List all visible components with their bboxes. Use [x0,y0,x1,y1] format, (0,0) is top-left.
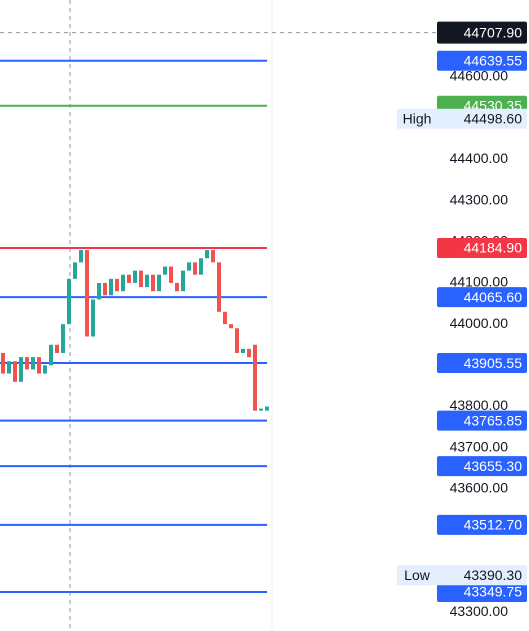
candle-body [7,361,11,374]
candle-body [139,270,143,288]
crosshair-label-box [437,21,527,44]
candle-body [13,361,17,382]
level-label: 44065.60 [464,289,523,305]
candle-body [31,357,35,370]
candle-body [187,262,191,271]
high-name-box [397,108,437,129]
y-tick-label: 44300.00 [450,191,509,207]
low-name-box [397,565,437,586]
low-name: Low [404,567,431,583]
level-label: 43512.70 [464,517,523,533]
candle-body [85,250,89,337]
candle-body [1,352,5,374]
candle-body [205,250,209,259]
candle-body [217,262,221,312]
candle-body [229,324,233,329]
level-label: 44639.55 [464,52,523,68]
candle-body [223,311,227,325]
candle-body [79,250,83,263]
candle-body [127,274,131,283]
candle-body [115,278,119,292]
y-tick-label: 44400.00 [450,150,509,166]
candle-body [109,278,113,296]
level-label: 43765.85 [464,412,523,428]
y-tick-label: 43300.00 [450,603,509,619]
candle-body [253,344,257,411]
candle-body [247,348,251,358]
candle-body [145,274,149,288]
candle-body [121,274,125,292]
candle-body [43,365,47,374]
candle-body [61,324,65,353]
level-label-box [437,237,527,258]
candle-body [91,299,95,337]
level-label: 43655.30 [464,458,523,474]
candle-body [265,406,269,411]
level-label: 43905.55 [464,355,523,371]
candle-body [25,357,29,370]
y-tick-label: 44100.00 [450,274,509,290]
high-name: High [403,110,432,126]
candle-body [73,262,77,279]
candle-body [235,328,239,353]
crosshair-label: 44707.90 [464,24,523,40]
level-label-box [437,410,527,431]
candle-body [49,344,53,366]
level-label-box [437,287,527,308]
candle-body [199,258,203,275]
low-value-box [437,565,527,586]
y-tick-label: 44600.00 [450,68,509,84]
candle-body [103,282,107,296]
level-label-box [437,514,527,535]
y-tick-label: 44000.00 [450,315,509,331]
candle-body [67,278,71,325]
candle-body [163,266,167,275]
y-tick-label: 43700.00 [450,438,509,454]
level-label-box [437,50,527,71]
level-label-box [437,581,527,602]
level-label: 43349.75 [464,584,523,600]
candle-body [157,274,161,292]
level-label: 44184.90 [464,240,523,256]
candle-body [211,250,215,263]
high-value-box [437,108,527,129]
candle-body [19,357,23,382]
candle-body [37,357,41,374]
candle-body [259,408,263,411]
candle-body [169,266,173,283]
candle-body [151,274,155,292]
candle-body [175,282,179,292]
candle-body [241,348,245,353]
candle-body [55,344,59,353]
level-label-box [437,353,527,374]
candle-body [181,270,185,292]
level-label-box [437,456,527,477]
candle-body [97,282,101,300]
candle-body [193,262,197,275]
y-tick-label: 43800.00 [450,397,509,413]
y-tick-label: 43600.00 [450,480,509,496]
low-value: 43390.30 [464,567,523,583]
high-value: 44498.60 [464,110,523,126]
candle-body [133,270,137,283]
